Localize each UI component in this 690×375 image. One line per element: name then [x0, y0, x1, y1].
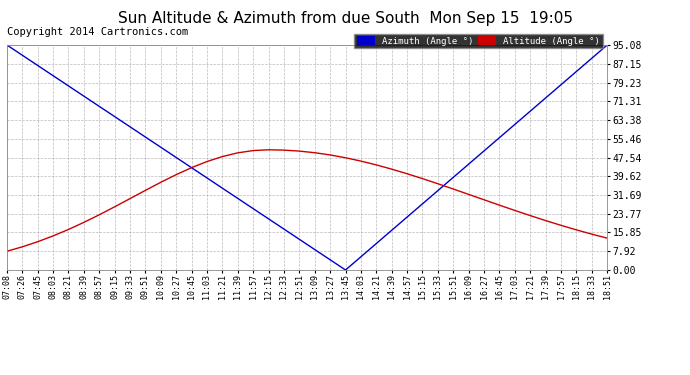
Text: Copyright 2014 Cartronics.com: Copyright 2014 Cartronics.com: [7, 27, 188, 37]
Text: Sun Altitude & Azimuth from due South  Mon Sep 15  19:05: Sun Altitude & Azimuth from due South Mo…: [117, 11, 573, 26]
Legend: Azimuth (Angle °), Altitude (Angle °): Azimuth (Angle °), Altitude (Angle °): [354, 34, 602, 48]
